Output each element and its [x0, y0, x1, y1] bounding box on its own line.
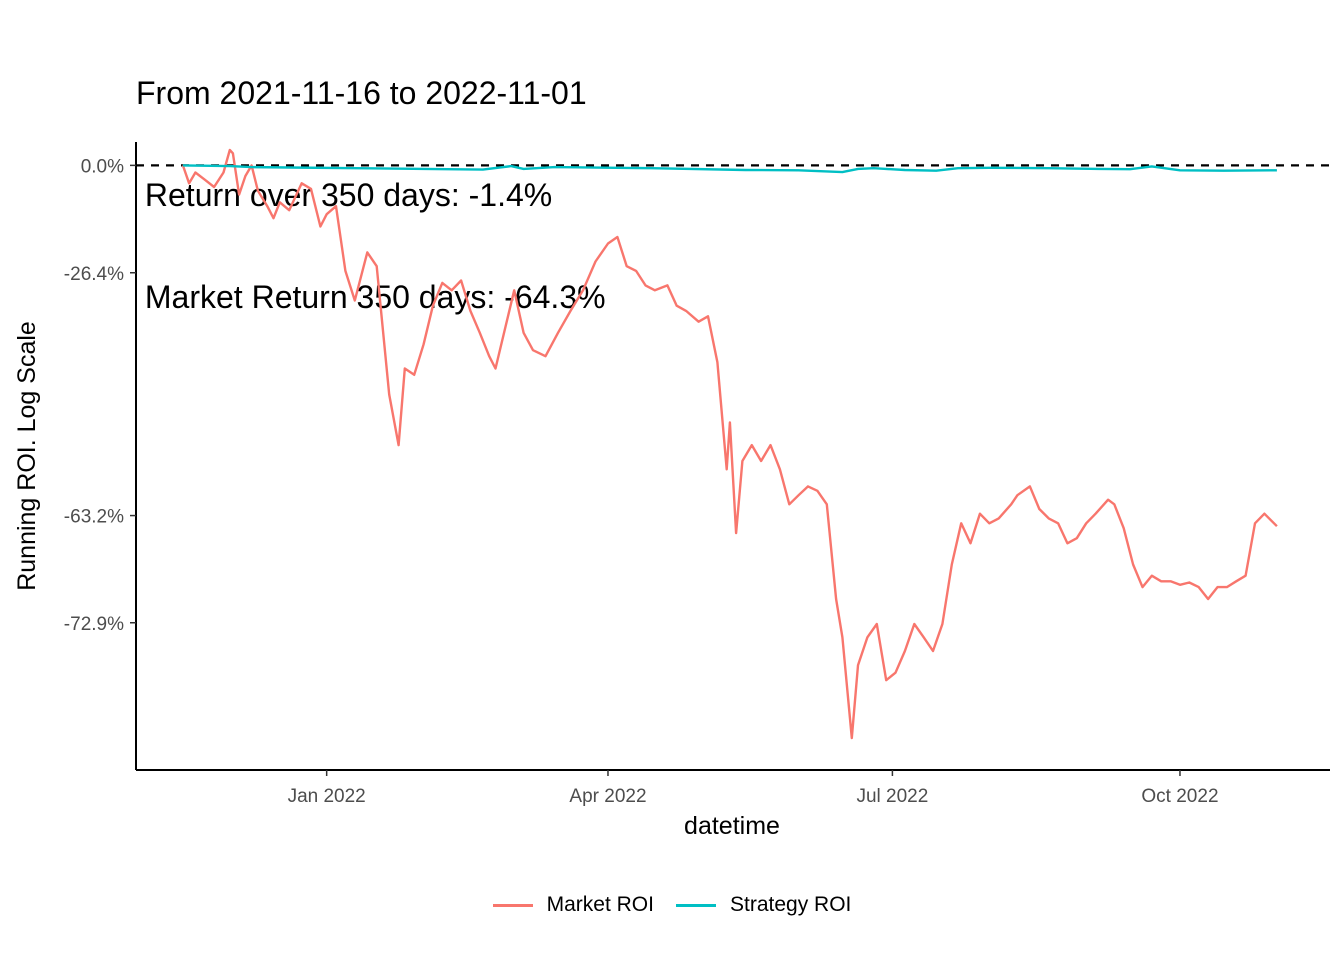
x-tick-label: Oct 2022: [1141, 786, 1218, 807]
series-line-strategy-roi: [182, 164, 1277, 174]
legend-key-strategy: [675, 903, 716, 907]
y-tick-label: -72.9%: [64, 614, 124, 635]
series-line-market-roi: [181, 148, 1278, 740]
y-tick-label: -63.2%: [64, 507, 124, 528]
x-tick-label: Jul 2022: [856, 786, 928, 807]
x-tick-label: Apr 2022: [569, 786, 646, 807]
legend-item-market: Market ROI: [492, 893, 654, 917]
y-tick-label: 0.0%: [81, 156, 124, 177]
legend-key-market: [492, 903, 533, 907]
chart-title: From 2021-11-16 to 2022-11-01 Return ove…: [136, 8, 606, 348]
y-tick-label: -26.4%: [64, 264, 124, 285]
x-tick-label: Jan 2022: [288, 786, 366, 807]
y-axis-label: Running ROI. Log Scale: [13, 321, 41, 591]
title-line-2: Return over 350 days: -1.4%: [136, 177, 553, 213]
legend: Market ROI Strategy ROI: [0, 893, 1344, 917]
plot-area: [136, 148, 1330, 740]
legend-label-strategy: Strategy ROI: [729, 893, 852, 916]
x-axis-ticks: Jan 2022 Apr 2022 Jul 2022 Oct 2022: [288, 770, 1219, 807]
legend-item-strategy: Strategy ROI: [675, 893, 852, 917]
title-line-1: From 2021-11-16 to 2022-11-01: [136, 75, 587, 111]
x-axis-label: datetime: [684, 812, 780, 840]
legend-label-market: Market ROI: [546, 893, 654, 916]
y-axis-ticks: 0.0% -26.4% -63.2% -72.9%: [64, 156, 136, 635]
title-line-3: Market Return 350 days: -64.3%: [136, 279, 606, 315]
